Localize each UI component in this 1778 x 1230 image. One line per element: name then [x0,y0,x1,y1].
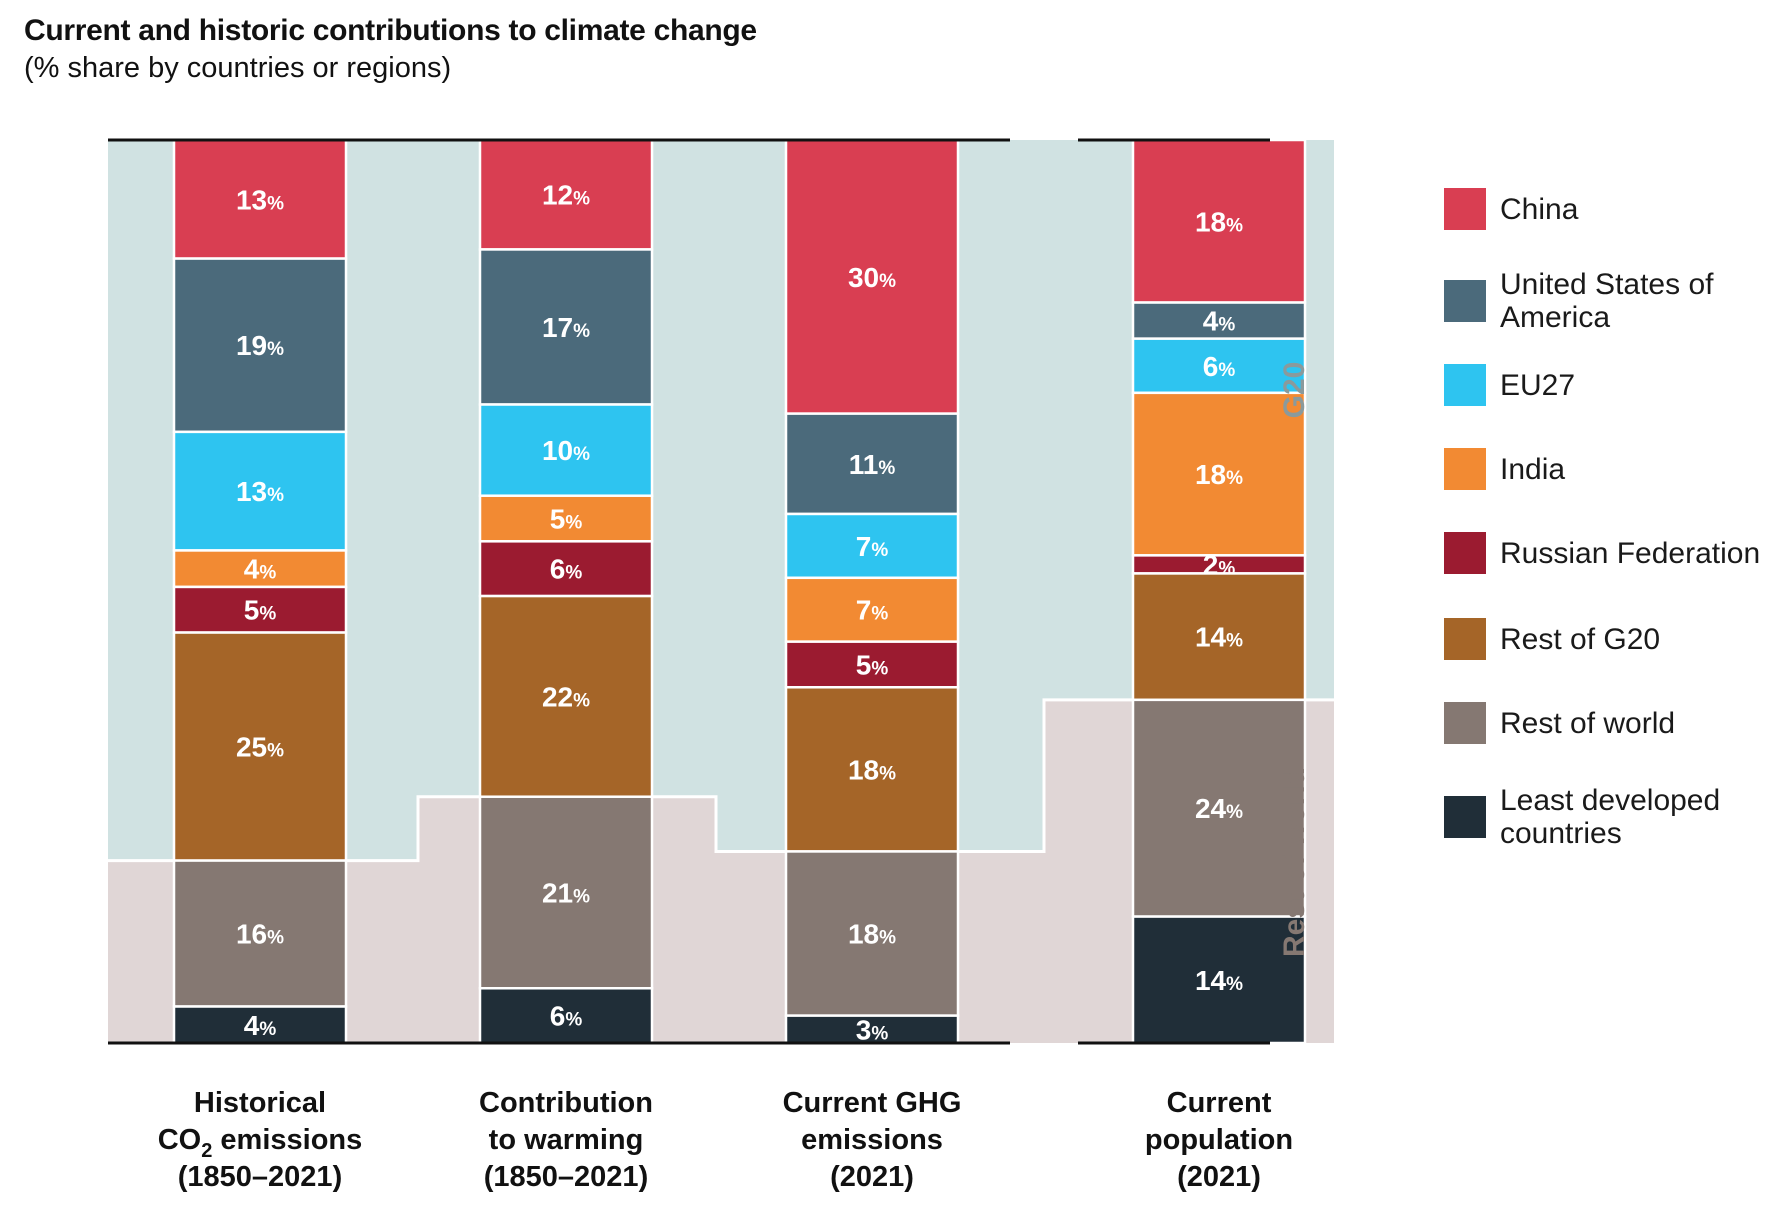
legend-label: Rest of G20 [1500,622,1661,656]
band-label-g20: G20 [1278,362,1311,419]
legend-item-eu27: EU27 [1444,364,1770,406]
chart-subtitle: (% share by countries or regions) [24,52,452,84]
category-label-1-line-1: Historical [194,1087,326,1119]
category-label-2-line-2: to warming [489,1124,644,1156]
bar-eu27-1 [172,430,348,552]
category-label-2-line-1: Contribution [479,1087,653,1119]
bar-united-states-of-america-4 [1131,301,1307,340]
bar-united-states-of-america-3 [784,412,960,516]
bar-united-states-of-america-2 [478,248,654,406]
bar-india-3 [784,576,960,643]
bar-rest-of-g20-2 [478,594,654,798]
legend-swatch-least-developed-countries [1444,796,1486,838]
bar-india-2 [478,494,654,543]
data-label-rest-of-g20-3: 18% [848,754,896,785]
bar-rest-of-world-1 [172,859,348,1008]
bar-united-states-of-america-1 [172,257,348,434]
legend-label: Least developed countries [1500,784,1721,850]
data-label-rest-of-world-2: 21% [542,878,590,909]
category-label-3-line-1: Current GHG [783,1087,962,1119]
category-label-4-line-2: population [1145,1124,1293,1156]
bar-india-4 [1131,391,1307,557]
legend-swatch-india [1444,448,1486,490]
bar-eu27-2 [478,403,654,497]
category-label-4-line-3: (2021) [1177,1161,1261,1193]
bar-rest-of-g20-3 [784,686,960,853]
bar-india-1 [172,549,348,589]
category-label-3-line-3: (2021) [830,1161,914,1193]
legend-label: India [1500,452,1566,486]
legend-swatch-united-states-of-america [1444,280,1486,322]
bar-rest-of-world-2 [478,795,654,990]
legend-item-united-states-of-america: United States of America [1444,268,1770,334]
group-divider-line [108,698,1334,863]
data-label-eu27-4: 6% [1203,351,1236,382]
bar-china-1 [172,138,348,260]
legend-item-rest-of-g20: Rest of G20 [1444,618,1770,660]
legend-label: Rest of world [1500,706,1676,740]
data-label-china-3: 30% [848,262,896,293]
bar-rest-of-g20-1 [172,631,348,862]
category-label-1-line-3: (1850–2021) [178,1161,342,1193]
legend-swatch-rest-of-world [1444,702,1486,744]
legend-label: China [1500,192,1579,226]
legend-swatch-rest-of-g20 [1444,618,1486,660]
data-label-russian-federation-2: 6% [550,554,583,585]
bar-russian-federation-2 [478,540,654,598]
legend-swatch-china [1444,188,1486,230]
bar-least-developed-countries-2 [478,987,654,1045]
legend-item-russian-federation: Russian Federation [1444,532,1770,574]
legend-swatch-eu27 [1444,364,1486,406]
legend-item-india: India [1444,448,1770,490]
legend-item-least-developed-countries: Least developed countries [1444,784,1770,850]
chart-title: Current and historic contributions to cl… [24,14,757,47]
bar-rest-of-g20-4 [1131,572,1307,702]
bar-rest-of-world-4 [1131,698,1307,918]
legend-item-rest-of-world: Rest of world [1444,702,1770,744]
bar-least-developed-countries-4 [1131,915,1307,1045]
category-label-4-line-1: Current [1167,1087,1272,1119]
category-label-1-line-2: CO2 emissions [158,1124,363,1162]
legend-label: United States of America [1500,268,1714,334]
bar-rest-of-world-3 [784,850,960,1017]
bar-russian-federation-3 [784,640,960,689]
category-label-2-line-3: (1850–2021) [484,1161,648,1193]
axis-lines [108,138,1270,1045]
bar-china-3 [784,138,960,415]
legend-label: EU27 [1500,368,1576,402]
category-label-3-line-2: emissions [801,1124,943,1156]
legend-label: Russian Federation [1500,536,1761,570]
bars: 13%19%13%4%5%25%16%4%12%17%10%5%6%22%21%… [172,138,1307,1045]
band-label-rest-of-world: Rest of world [1278,767,1311,957]
bar-china-2 [478,138,654,251]
legend-item-china: China [1444,188,1770,230]
legend-swatch-russian-federation [1444,532,1486,574]
